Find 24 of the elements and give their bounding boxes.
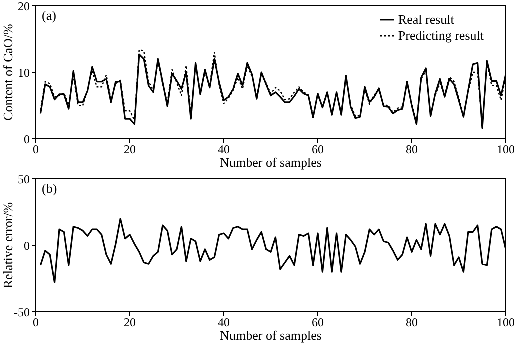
- y-axis-title: Content of CaO/%: [0, 24, 16, 121]
- y-tick-label: -50: [14, 305, 30, 320]
- x-tick-label: 40: [218, 142, 230, 157]
- y-tick-label: 10: [18, 66, 30, 80]
- x-tick-label: 0: [33, 316, 39, 330]
- legend-label: Real result: [398, 12, 454, 28]
- legend-label: Predicting result: [398, 28, 484, 44]
- y-tick-label: 50: [18, 172, 30, 186]
- x-tick-label: 0: [33, 142, 39, 157]
- x-axis-title: Number of samples: [220, 155, 322, 170]
- x-tick-label: 80: [406, 316, 418, 330]
- x-tick-label: 60: [312, 142, 324, 157]
- x-tick-label: 60: [312, 316, 324, 330]
- y-axis-title: Relative error/%: [0, 202, 16, 289]
- y-tick-label: 0: [24, 132, 30, 146]
- y-tick-label: 20: [18, 0, 30, 14]
- annotation: (a): [42, 8, 56, 24]
- x-tick-label: 20: [124, 316, 136, 330]
- x-axis-title: Number of samples: [220, 328, 322, 343]
- y-tick-label: 0: [24, 238, 30, 253]
- x-tick-label: 80: [406, 142, 418, 157]
- x-tick-label: 20: [124, 142, 136, 157]
- annotation: (b): [42, 181, 58, 197]
- x-tick-label: 40: [218, 316, 230, 330]
